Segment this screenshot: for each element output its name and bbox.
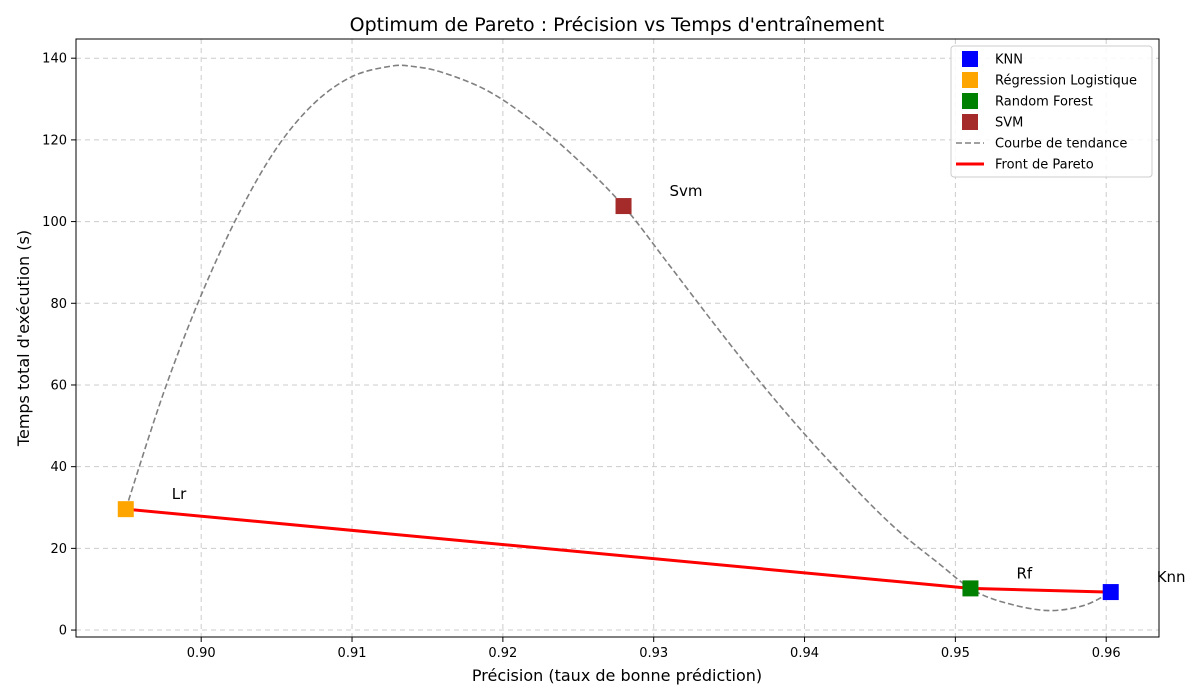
x-tick-label: 0.95 — [941, 646, 970, 661]
legend-label: Régression Logistique — [995, 74, 1137, 89]
point-lr — [117, 501, 134, 518]
y-ticks: 0 20 40 60 80 100 120 140 — [42, 52, 76, 639]
y-tick-label: 40 — [50, 460, 67, 475]
x-tick-label: 0.93 — [639, 646, 668, 661]
plot-frame — [75, 38, 1160, 638]
legend-box — [950, 45, 1153, 178]
x-axis-label: Précision (taux de bonne prédiction) — [472, 666, 762, 685]
y-tick-label: 100 — [42, 215, 67, 230]
y-tick-label: 60 — [50, 378, 67, 393]
point-knn — [1102, 584, 1119, 601]
legend-label: Courbe de tendance — [995, 137, 1127, 152]
point-svm — [615, 198, 632, 215]
legend-marker — [962, 51, 978, 67]
legend-marker — [962, 93, 978, 109]
trend-line — [125, 64, 1112, 612]
chart-title: Optimum de Pareto : Précision vs Temps d… — [350, 14, 885, 36]
x-tick-label: 0.94 — [790, 646, 819, 661]
x-tick-label: 0.96 — [1092, 646, 1121, 661]
legend-label: SVM — [995, 116, 1023, 131]
x-tick-label: 0.90 — [187, 646, 216, 661]
point-label-svm: Svm — [670, 182, 703, 200]
legend-marker — [962, 114, 978, 130]
point-rf — [962, 580, 979, 597]
legend: KNN Régression Logistique Random Forest SVM… — [950, 45, 1153, 178]
x-ticks: 0.90 0.91 0.92 0.93 0.94 0.95 0.96 — [187, 637, 1121, 661]
point-label-knn: Knn — [1157, 568, 1186, 586]
y-tick-label: 20 — [50, 542, 67, 557]
data-points-layer: Knn Lr Rf Svm — [117, 182, 1186, 601]
legend-marker — [962, 72, 978, 88]
y-tick-label: 120 — [42, 133, 67, 148]
legend-label: Random Forest — [995, 95, 1093, 110]
point-label-rf: Rf — [1016, 564, 1032, 582]
point-label-lr: Lr — [172, 485, 187, 503]
pareto-front-layer — [125, 507, 1111, 594]
x-tick-label: 0.92 — [488, 646, 517, 661]
legend-label: KNN — [995, 53, 1023, 68]
y-tick-label: 140 — [42, 52, 67, 67]
y-tick-label: 80 — [50, 297, 67, 312]
trend-line-layer — [125, 64, 1112, 612]
pareto-front-line — [125, 507, 1111, 594]
y-tick-label: 0 — [59, 624, 67, 639]
y-axis-label: Temps total d'exécution (s) — [14, 230, 33, 447]
legend-label: Front de Pareto — [995, 158, 1094, 173]
x-tick-label: 0.91 — [338, 646, 367, 661]
